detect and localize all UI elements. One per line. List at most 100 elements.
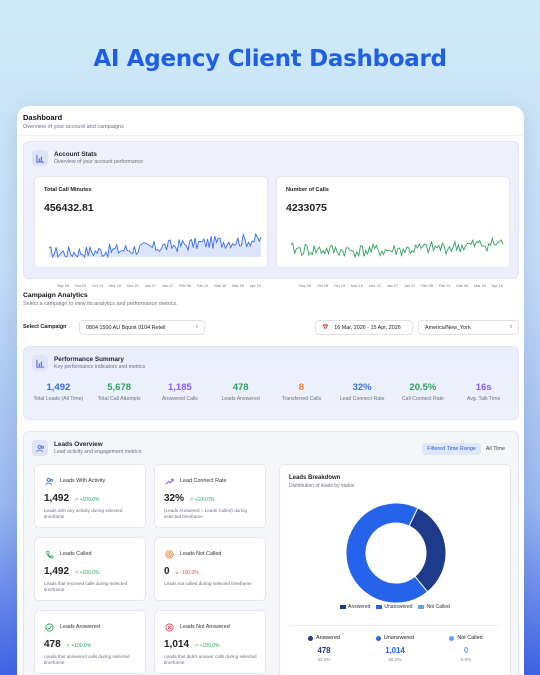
x-tick-label: Dec 22 [126,284,139,288]
leads-overview-title: Leads Overview [54,441,103,448]
x-tick-label: Apr 15 [249,284,261,288]
select-campaign-label: Select Campaign [23,324,67,330]
lead-card-description: Leads that didn't answer calls during se… [164,654,257,665]
hero-title: AI Agency Client Dashboard [93,46,447,72]
x-tick-label: Feb 21 [196,284,209,288]
x-tick-label: Sep 28 [57,284,70,288]
metric-label: Avg. Talk Time [466,396,501,402]
lead-stat-card: Leads Called 1,492 ↗ +100.0% Leads that … [34,537,146,601]
x-tick-label: Feb 21 [438,284,451,288]
x-tick-label: Nov 16 [108,284,121,288]
x-tick-label: Sep 28 [299,284,312,288]
account-stats-header: Account Stats Overview of your account p… [32,150,143,166]
x-tick-label: Mar 25 [232,284,244,288]
lead-card-header: Leads Not Called [163,548,221,560]
chevron-updown-icon: ⇕ [508,324,513,330]
phone-icon [43,548,55,560]
lead-card-value-row: 1,492 ↗ +100.0% [44,566,100,577]
lead-stat-card: Leads Not Answered 1,014 ↗ +100.0% Leads… [154,610,266,674]
lead-card-header: Leads Answered [43,621,100,633]
status-dot [375,635,381,641]
filtered-time-range-button[interactable]: Filtered Time Range [422,443,481,455]
breakdown-donut [345,502,447,604]
leads-breakdown-card: Leads Breakdown Distribution of leads by… [279,464,511,675]
metric-label: Transferred Calls [281,396,322,402]
legend-label: Unanswered [384,604,413,610]
call-minutes-sparkline [48,232,262,259]
campaign-select[interactable]: 0804 1500 AU Bquist 0104 Retell ⇕ [79,320,205,335]
call-minutes-card: Total Call Minutes 456432.81 Sep 28 Oct 0… [34,176,268,288]
breakdown-column: Answered 478 32.0% [294,635,354,662]
performance-subtitle: Key performance indicators and metrics [54,364,146,370]
breakdown-percent: 68.0% [388,657,402,662]
legend-label: Not Called [426,604,450,610]
x-tick-label: Oct 05 [74,284,87,288]
lead-card-value-row: 1,014 ↗ +100.0% [164,639,220,650]
leads-overview-header: Leads Overview Lead activity and engagem… [32,440,141,456]
breakdown-status-label: Unanswered [383,635,415,641]
legend-swatch [418,605,425,609]
x-tick-label: Jan 07 [386,284,399,288]
x-tick-label: Jan 22 [403,284,416,288]
timezone-select[interactable]: America/New_York ⇕ [418,320,519,335]
lead-card-title: Leads Not Called [180,551,222,557]
lead-card-description: (Leads Answered ÷ Leads Called) during s… [164,508,247,519]
account-stats-title: Account Stats [54,151,97,158]
legend-item: Answered [340,604,370,610]
users-icon [32,440,48,456]
date-range-value: 16 Mar, 2026 - 15 Apr, 2026 [334,325,401,331]
metric-label: Leads Answered [221,396,260,402]
time-range-toggle: Filtered Time Range All Time [422,443,510,455]
metric-item: 1,185 Answered Calls [150,382,211,403]
date-range-picker[interactable]: 📅 16 Mar, 2026 - 15 Apr, 2026 [315,320,413,335]
lead-card-change: ↗ +100.0% [65,643,92,649]
call-minutes-ticks: Sep 28 Oct 05 Oct 19 Nov 16 Dec 22 Jan 07 Jan … [57,284,261,288]
calls-card: Number of Calls 4233075 Sep 28 Oct 05 Oct … [276,176,510,288]
lead-card-title: Leads Called [60,551,92,557]
all-time-button[interactable]: All Time [485,446,505,452]
sparkline-line [290,236,504,259]
lead-card-value-row: 1,492 ↗ +100.0% [44,493,100,504]
metric-value: 1,492 [46,382,71,393]
bar-chart-icon [32,150,48,166]
lead-card-change: ↗ +100.0% [189,497,215,503]
x-tick-label: Oct 19 [333,284,346,288]
leads-overview-subtitle: Lead activity and engagement metrics [54,449,142,455]
calls-sparkline [290,236,504,259]
x-tick-label: Jan 22 [161,284,174,288]
lead-card-description: Leads not called during selected timefra… [164,581,252,586]
campaign-filters: Select Campaign 0804 1500 AU Bquist 0104… [23,320,519,336]
breakdown-percent: 0.0% [460,657,472,662]
lead-card-description: Leads that answered calls during selecte… [44,654,130,665]
lead-card-change: ↗ +100.0% [194,643,220,649]
lead-stat-card: Lead Connect Rate 32% ↗ +100.0% (Leads A… [154,464,266,528]
metric-label: Total Call Attempts [97,396,141,402]
lead-card-header: Leads Called [43,548,91,560]
x-tick-label: Mar 25 [474,284,486,288]
x-tick-label: Feb 08 [179,284,191,288]
lead-card-title: Leads Answered [60,624,100,630]
performance-title: Performance Summary [54,356,124,363]
lead-card-value: 32% [164,493,185,504]
breakdown-status: Unanswered [365,635,425,641]
lead-card-description: Leads with any activity during selected … [44,508,123,519]
breakdown-divider [289,625,501,626]
x-tick-label: Dec 22 [368,284,381,288]
lead-card-value-row: 32% ↗ +100.0% [164,493,214,504]
chevron-updown-icon: ⇕ [194,324,199,330]
lead-stat-card: Leads Not Called 0 ↘ -100.0% Leads not c… [154,537,266,601]
donut-slice-unanswered [345,502,429,604]
breakdown-subtitle: Distribution of leads by status [289,483,355,489]
metric-label: Total Leads (All Time) [33,396,84,402]
calls-label: Number of Calls [286,187,329,193]
legend-item: Not Called [418,604,450,610]
metric-item: 20.5% Call Connect Rate [393,382,454,403]
metric-item: 478 Leads Answered [210,382,271,403]
breakdown-percent: 32.0% [317,657,331,662]
account-stats-subtitle: Overview of your account performance [54,159,144,165]
page-header: Dashboard Overview of your account and c… [17,106,524,136]
lead-card-change: ↗ +100.0% [74,570,100,576]
metric-value: 8 [298,382,305,393]
x-tick-label: Apr 15 [491,284,503,288]
performance-header: Performance Summary Key performance indi… [32,355,145,371]
